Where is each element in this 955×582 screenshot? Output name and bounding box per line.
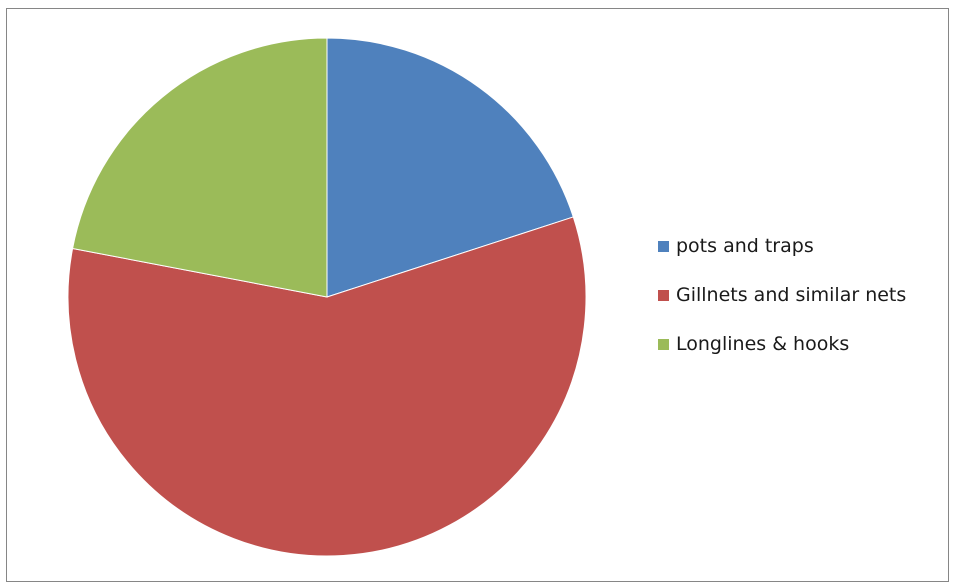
- legend-label: pots and traps: [676, 235, 814, 257]
- legend: pots and traps Gillnets and similar nets…: [658, 234, 906, 381]
- legend-swatch: [658, 289, 669, 301]
- legend-label: Gillnets and similar nets: [676, 284, 907, 306]
- pie-slice: [67, 216, 587, 557]
- pie-slice: [326, 37, 574, 298]
- legend-item: Longlines & hooks: [658, 332, 906, 356]
- legend-swatch: [658, 338, 669, 350]
- legend-swatch: [658, 240, 669, 252]
- pie-slice: [72, 37, 328, 298]
- legend-item: pots and traps: [658, 234, 906, 258]
- legend-item: Gillnets and similar nets: [658, 283, 906, 307]
- legend-label: Longlines & hooks: [676, 333, 850, 355]
